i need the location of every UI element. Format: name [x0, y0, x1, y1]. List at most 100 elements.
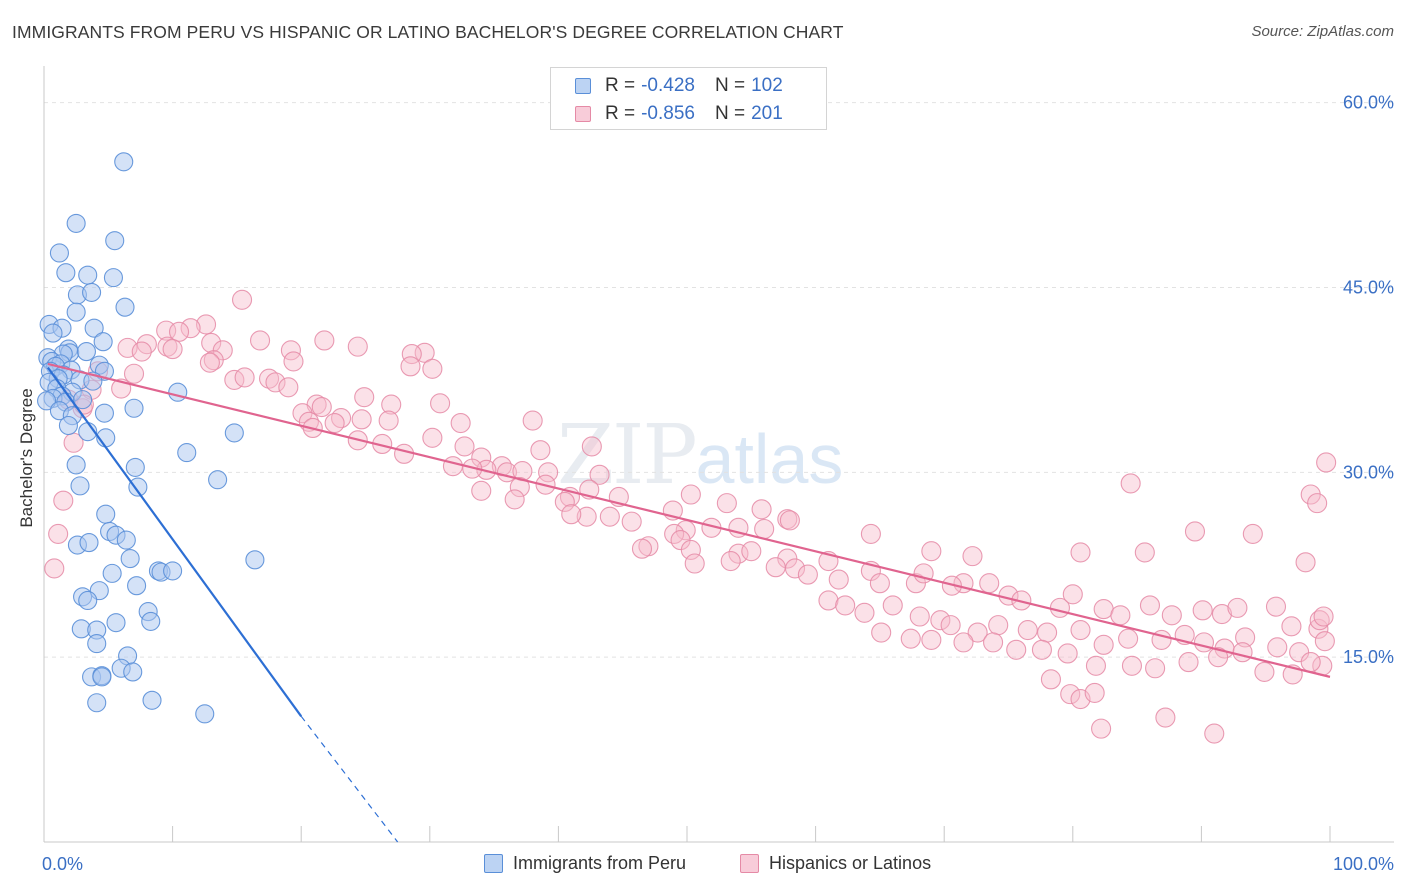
axis-labels: 15.0% 30.0% 45.0% 60.0% 0.0% 100.0% Bachelor's… [17, 93, 1394, 874]
data-point-hispanics [854, 602, 875, 623]
data-point-hispanics [680, 539, 701, 561]
data-point-peru [87, 634, 107, 654]
data-point-hispanics [454, 436, 475, 457]
data-point-hispanics [378, 410, 399, 431]
data-point-peru [79, 533, 99, 553]
data-point-hispanics [1037, 622, 1058, 643]
data-point-hispanics [967, 622, 988, 643]
trend-line-peru [46, 366, 303, 717]
data-point-hispanics [835, 595, 856, 616]
data-point-hispanics [156, 320, 177, 341]
data-point-hispanics [381, 394, 402, 415]
data-point-peru [115, 297, 135, 317]
data-point-hispanics [1254, 661, 1275, 682]
data-point-hispanics [509, 477, 530, 498]
data-point-peru [70, 476, 90, 496]
data-point-hispanics [818, 590, 839, 611]
data-point-hispanics [522, 410, 543, 431]
data-point-hispanics [324, 412, 345, 434]
data-point-hispanics [554, 491, 575, 512]
data-point-hispanics [1155, 707, 1176, 728]
n-value: 201 [751, 103, 783, 124]
data-point-hispanics [1178, 652, 1199, 673]
trend-lines [46, 362, 1331, 843]
data-point-peru [105, 231, 125, 251]
data-point-hispanics [909, 606, 930, 627]
data-point-peru [37, 391, 57, 411]
data-point-hispanics [430, 393, 451, 414]
legend-swatch-peru [484, 854, 503, 873]
data-point-hispanics [201, 332, 222, 353]
n-label: N = [714, 75, 746, 96]
data-point-hispanics [1300, 652, 1321, 673]
data-point-hispanics [1235, 627, 1256, 648]
series-peru-points [37, 152, 265, 724]
data-point-hispanics [394, 443, 415, 464]
data-point-hispanics [1193, 632, 1215, 653]
data-point-hispanics [751, 499, 772, 520]
data-point-peru [208, 470, 228, 490]
data-point-hispanics [1040, 669, 1061, 690]
data-point-peru [116, 530, 136, 550]
data-point-hispanics [680, 484, 701, 505]
data-point-hispanics [1091, 718, 1112, 739]
data-point-hispanics [354, 387, 375, 408]
data-point-hispanics [988, 615, 1009, 636]
data-point-hispanics [1308, 618, 1329, 639]
data-point-hispanics [234, 367, 255, 388]
data-point-peru [245, 550, 265, 570]
data-point-hispanics [44, 558, 65, 579]
data-point-peru [76, 342, 96, 362]
data-point-hispanics [581, 436, 602, 457]
data-point-hispanics [979, 573, 1000, 594]
data-point-hispanics [720, 550, 741, 572]
y-tick-label: 30.0% [1343, 462, 1394, 482]
data-point-hispanics [1070, 542, 1091, 563]
data-point-hispanics [631, 538, 653, 559]
data-point-peru [43, 323, 63, 343]
data-point-hispanics [1139, 595, 1161, 616]
data-point-hispanics [1062, 584, 1083, 605]
data-point-peru [141, 611, 161, 631]
data-point-hispanics [249, 330, 271, 351]
data-point-hispanics [1134, 542, 1155, 563]
data-point-peru [163, 561, 183, 581]
data-point-hispanics [1316, 452, 1337, 473]
data-point-hispanics [283, 351, 304, 372]
data-point-hispanics [765, 557, 786, 578]
data-point-hispanics [471, 480, 492, 501]
legend-item-peru[interactable]: Immigrants from Peru [484, 853, 686, 874]
data-point-hispanics [1145, 658, 1166, 679]
data-point-hispanics [754, 518, 775, 540]
data-point-peru [84, 318, 104, 338]
data-point-peru [168, 382, 188, 402]
legend-row-peru: R = -0.428 N = 102 [575, 72, 783, 100]
data-point-hispanics [1314, 631, 1335, 652]
legend-item-hispanics[interactable]: Hispanics or Latinos [740, 853, 931, 874]
data-point-hispanics [599, 506, 620, 527]
y-tick-label: 45.0% [1343, 277, 1394, 297]
correlation-legend: R = -0.428 N = 102 R = -0.856 N = 201 [550, 67, 827, 130]
data-point-hispanics [1084, 682, 1105, 703]
r-value: -0.856 [641, 103, 695, 124]
data-point-hispanics [621, 511, 642, 532]
data-point-hispanics [741, 541, 762, 562]
data-point-hispanics [684, 553, 705, 574]
data-point-hispanics [530, 440, 551, 461]
r-label: R = [605, 103, 636, 124]
data-point-hispanics [1192, 600, 1213, 621]
trend-line-peru-extension [300, 715, 399, 843]
data-point-hispanics [664, 523, 685, 544]
data-point-hispanics [1161, 605, 1182, 626]
data-point-peru [49, 243, 69, 263]
data-point-hispanics [442, 456, 463, 477]
series-hispanics-points [44, 289, 1337, 744]
data-point-peru [125, 457, 145, 477]
data-point-hispanics [779, 510, 800, 531]
data-point-hispanics [1242, 523, 1263, 544]
data-point-hispanics [728, 543, 749, 564]
data-point-hispanics [716, 493, 737, 514]
data-point-hispanics [953, 632, 974, 653]
x-tick-label: 100.0% [1333, 854, 1394, 874]
data-point-hispanics [1204, 723, 1225, 744]
